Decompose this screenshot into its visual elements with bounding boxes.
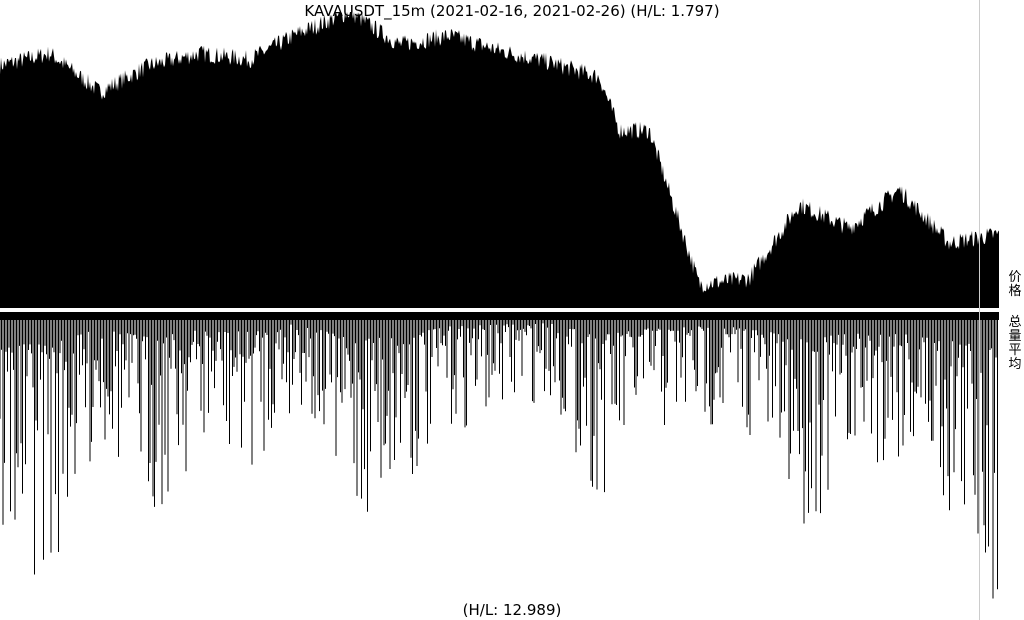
volume-axis-label: 总量平均: [1008, 315, 1022, 372]
price-area-series: [0, 12, 999, 308]
price-axis-label: 价格: [1008, 270, 1022, 299]
volume-bar-series: [0, 312, 999, 599]
price-area: [0, 12, 999, 308]
volume-hl-label: (H/L: 12.989): [462, 601, 562, 619]
chart-title: KAVAUSDT_15m (2021-02-16, 2021-02-26) (H…: [304, 2, 720, 20]
